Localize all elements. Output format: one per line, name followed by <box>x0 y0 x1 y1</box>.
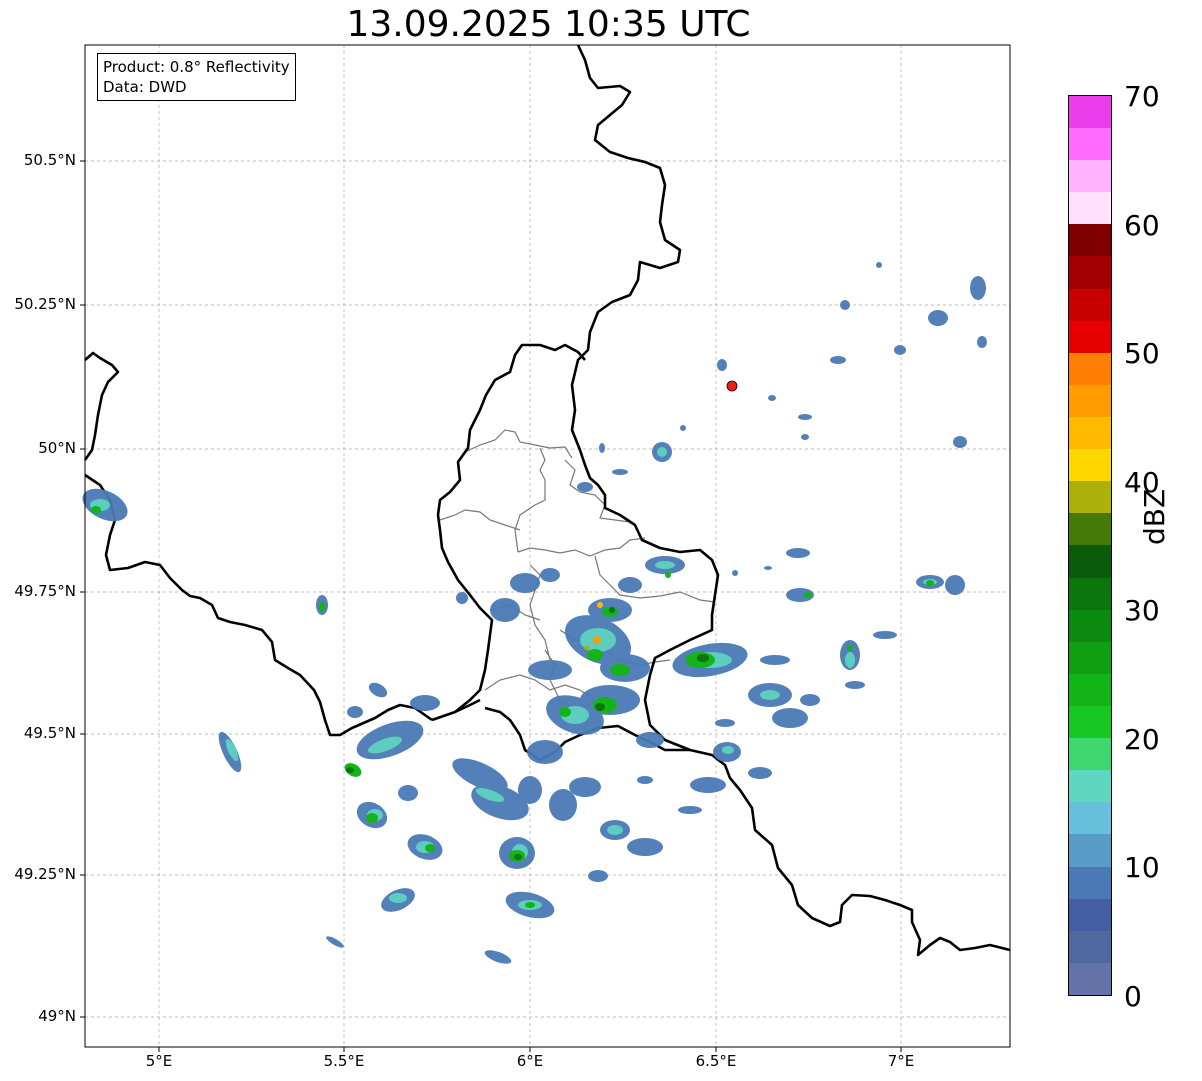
map-frame <box>84 44 1011 1048</box>
lon-tick-label: 6.5°E <box>695 1052 737 1070</box>
lat-tick-label: 50°N <box>38 439 76 457</box>
lat-tick-label: 49.25°N <box>14 865 76 883</box>
colorbar-segment <box>1069 962 1111 995</box>
colorbar-segment <box>1069 609 1111 642</box>
colorbar-segment <box>1069 192 1111 225</box>
colorbar-segment <box>1069 160 1111 193</box>
colorbar-label: dBZ <box>1138 488 1171 545</box>
colorbar-segment <box>1069 866 1111 899</box>
colorbar-tick-label: 30 <box>1124 594 1160 627</box>
map-title: 13.09.2025 10:35 UTC <box>346 4 751 45</box>
colorbar-segment <box>1069 256 1111 289</box>
lat-tick-label: 49.75°N <box>14 582 76 600</box>
colorbar-segment <box>1069 898 1111 931</box>
colorbar <box>1068 95 1112 996</box>
colorbar-segment <box>1069 417 1111 450</box>
colorbar-segment <box>1069 706 1111 739</box>
colorbar-segment <box>1069 95 1111 129</box>
colorbar-segment <box>1069 224 1111 257</box>
colorbar-segment <box>1069 384 1111 418</box>
colorbar-tick-label: 0 <box>1124 980 1142 1013</box>
data-source-label: Data: DWD <box>103 78 187 96</box>
national-borders <box>83 44 1011 957</box>
colorbar-segment <box>1069 738 1111 771</box>
axis-ticks <box>80 160 902 1052</box>
colorbar-tick-label: 20 <box>1124 723 1160 756</box>
colorbar-tick-label: 70 <box>1124 80 1160 113</box>
colorbar-tick-label: 50 <box>1124 337 1160 370</box>
colorbar-segment <box>1069 481 1111 514</box>
lat-tick-label: 50.5°N <box>23 151 76 169</box>
colorbar-segment <box>1069 128 1111 161</box>
colorbar-segment <box>1069 577 1111 610</box>
colorbar-segment <box>1069 352 1111 385</box>
colorbar-tick-label: 60 <box>1124 209 1160 242</box>
lat-tick-label: 49°N <box>38 1007 76 1025</box>
lat-tick-label: 49.5°N <box>23 724 76 742</box>
colorbar-segment <box>1069 449 1111 482</box>
colorbar-segment <box>1069 320 1111 353</box>
radar-echoes <box>82 262 987 964</box>
colorbar-segment <box>1069 802 1111 835</box>
colorbar-segment <box>1069 770 1111 803</box>
colorbar-tick-label: 40 <box>1124 466 1160 499</box>
lon-tick-label: 5°E <box>145 1052 173 1070</box>
colorbar-segment <box>1069 641 1111 674</box>
colorbar-segment <box>1069 673 1111 707</box>
product-label: Product: 0.8° Reflectivity <box>103 58 290 76</box>
lon-tick-label: 6°E <box>516 1052 544 1070</box>
colorbar-segment <box>1069 545 1111 578</box>
colorbar-segment <box>1069 930 1111 963</box>
lon-tick-label: 7°E <box>887 1052 915 1070</box>
radar-site-marker <box>726 380 738 392</box>
lat-tick-label: 50.25°N <box>14 295 76 313</box>
colorbar-segment <box>1069 513 1111 546</box>
colorbar-segment <box>1069 288 1111 321</box>
lon-tick-label: 5.5°E <box>323 1052 365 1070</box>
lat-gridlines <box>85 160 1010 1018</box>
colorbar-tick-label: 10 <box>1124 851 1160 884</box>
lon-gridlines <box>158 45 902 1047</box>
product-info-box: Product: 0.8° Reflectivity Data: DWD <box>97 53 296 101</box>
colorbar-segment <box>1069 834 1111 867</box>
